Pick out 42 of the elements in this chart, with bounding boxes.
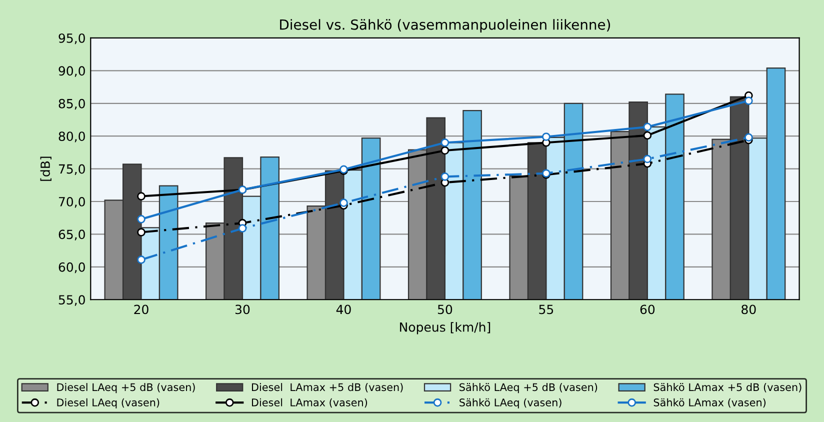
x-tick-label: 55	[539, 304, 554, 314]
x-tick-label: 50	[438, 304, 452, 314]
x-axis-title: Nopeus [km/h]	[400, 322, 490, 334]
legend-label: Sähkö LAmax +5 dB (vasen)	[654, 383, 802, 392]
y-tick-label: 80,0	[58, 132, 85, 142]
legend-label: Sähkö LAmax (vasen)	[654, 398, 766, 408]
point	[744, 96, 753, 105]
point	[340, 198, 348, 207]
legend-label: Diesel LAmax +5 dB (vasen)	[252, 383, 403, 392]
point	[440, 146, 450, 155]
y-tick-label: 60,0	[58, 262, 85, 274]
point	[137, 215, 146, 224]
point	[643, 122, 652, 132]
point	[643, 154, 652, 164]
point	[744, 133, 753, 142]
point	[137, 256, 146, 264]
legend-label: Diesel LAeq +5 dB (vasen)	[57, 383, 195, 394]
x-tick-label: 30	[235, 304, 250, 314]
chart-title: Diesel vs. Sähkö (vasemmanpuoleinen liikenne)	[280, 19, 610, 33]
x-tick-label: 80	[742, 304, 756, 314]
point	[542, 132, 550, 141]
y-tick-label: 90,0	[58, 66, 85, 77]
y-tick-label: 65,0	[58, 230, 85, 240]
legend-label: Sähkö LAeq (vasen)	[460, 398, 562, 408]
legend-label: Diesel LAmax (vasen)	[252, 398, 368, 408]
y-tick-label: 75,0	[58, 164, 85, 175]
point	[137, 228, 146, 236]
legend-label: Diesel LAeq (vasen)	[57, 398, 160, 408]
y-axis-title: [dB]	[40, 156, 52, 181]
y-tick-label: 85,0	[58, 98, 85, 110]
point	[643, 131, 652, 140]
x-tick-label: 60	[640, 304, 655, 314]
point	[440, 138, 450, 147]
point	[238, 224, 247, 232]
y-tick-label: 95,0	[58, 33, 85, 44]
y-tick-label: 55,0	[58, 295, 85, 306]
x-tick-label: 20	[134, 304, 148, 314]
y-tick-label: 70,0	[58, 196, 85, 208]
point	[440, 172, 450, 181]
x-tick-label: 40	[336, 304, 351, 314]
point	[137, 192, 146, 200]
legend-label: Sähkö LAeq +5 dB (vasen)	[460, 383, 598, 394]
